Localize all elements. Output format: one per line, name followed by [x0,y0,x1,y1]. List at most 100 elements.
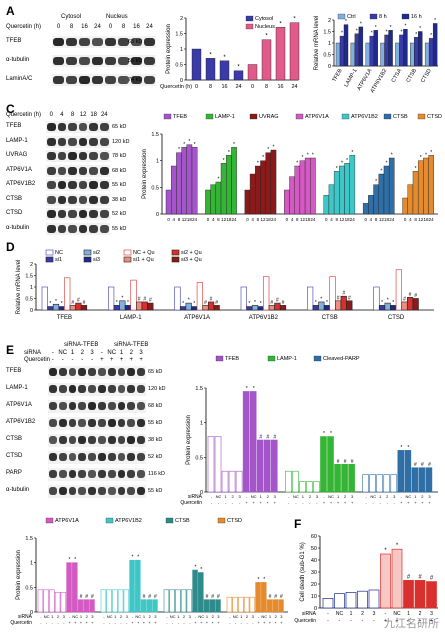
legend-atp6v1b2-label: ATP6V1B2 [115,518,142,524]
blot-band [127,436,136,444]
bar-lamp-1 [226,155,232,215]
blot-band [68,368,77,376]
x-tick-label: 16 [277,84,283,90]
cytosol-header: Cytosol [61,14,82,20]
x-tick-label: 0 [195,84,198,90]
x-tick-label: CTSA [391,68,404,84]
quercetin-tick: - [126,620,128,625]
bar-ctsb [378,173,385,215]
significance-mark: * [396,543,399,549]
significance-mark: * [61,301,63,307]
bar-lamp-1 [231,147,237,215]
sirna-tick: 1 [337,494,340,499]
significance-star: * [341,161,343,167]
x-tick-label: 18 [345,217,351,222]
lane-label: 8 [121,24,126,30]
x-axis-label: Quercetin (h) [160,84,192,90]
sirna-tick: NC [44,614,50,619]
significance-star: * [415,166,417,172]
sirna-tick: 2 [421,494,424,499]
blot-label-tubulin: α-tubulin [6,57,30,63]
blot-band [68,402,77,410]
bar-ctrl [365,42,370,67]
sirna-tick: 3 [316,494,319,499]
blot-band [98,402,106,410]
sirna-tick: 1 [80,614,83,619]
blot-band [57,210,67,218]
significance-mark: # [274,594,277,600]
sirna-tick: NC [251,494,257,499]
blot-band [137,385,145,393]
bar-16-h [403,29,408,67]
legend-atp6v1a-swatch [295,113,304,120]
blot-band [98,436,106,444]
significance-mark: * [121,295,123,301]
blot-band [89,166,98,175]
significance-star: * [223,55,226,61]
blot-strip-tfeb [46,121,110,133]
lane-label: 18 [90,112,98,118]
blot-band [68,166,77,175]
y-axis-label: Cell death (sub-G1 %) [300,542,306,601]
blot-band [100,123,109,131]
sirna-tick: 3 [126,614,129,619]
blot-kd-ctsb: 38 kD [112,196,127,203]
quercetin-tick: - [327,618,329,624]
bar-nc-qu [263,276,270,311]
significance-mark: # [414,462,417,468]
blot-label-lamp-1: LAMP-1 [6,137,28,144]
blot-band [105,57,116,65]
significance-mark: * [127,300,129,306]
legend-nucleus-label: Nucleus [255,24,275,30]
significance-mark: * [116,300,118,306]
x-tick-label: TFEB [332,68,344,83]
blot-label-ctsd: CTSD [6,210,23,216]
quercetin-tick: - [295,500,297,505]
x-tick-label: 18 [226,217,232,222]
significance-star: * [194,142,196,148]
quercetin-tick: - [288,500,290,505]
bar-8-h [384,34,389,67]
blot-band [53,76,64,84]
legend-uvrag-label: UVRAG [259,114,279,120]
bar-si1-qu [202,305,209,311]
legend-si1-qu-swatch [123,256,132,263]
lane-label: 0 [108,24,113,30]
bar-lamp-1 [313,481,320,493]
blot-band [49,385,57,393]
quercetin-tick: - [316,500,318,505]
panel-e-blot: siRNA-TFEB siRNA-TFEB siRNA Quercetin -N… [6,342,166,507]
bar-ctsd [417,160,424,215]
significance-star: * [188,139,190,145]
quercetin-tick: + [384,618,387,624]
blot-band [57,181,67,189]
blot-band [107,419,116,427]
blot-band [53,57,64,65]
quercetin-lane-label: - [91,357,94,363]
legend-atp6v1b2-label: ATP6V1B2 [351,114,378,120]
x-tick-label: 0 [404,217,407,222]
quercetin-tick: + [419,618,422,624]
significance-mark: # [149,298,152,304]
blot-strip-ctsb [46,193,110,206]
x-tick-label: 12 [261,217,267,222]
y-tick-label: 1 [200,421,203,427]
significance-star: * [302,155,304,161]
quercetin-lane-label: + [119,357,124,363]
quercetin-tick: - [183,620,185,625]
bar-atp6v1b2 [152,599,158,613]
legend-atp6v1a-label: ATP6V1A [305,114,329,120]
blot-band [66,38,77,46]
bar-16-h [388,30,393,67]
legend-atp6v1a-label: ATP6V1A [55,518,79,524]
significance-mark: * [407,445,409,451]
x-tick-label: 0 [286,217,289,222]
blot-band [137,487,145,495]
blot-band [89,152,98,160]
legend-si3-swatch [83,256,92,263]
blot-band [127,368,136,376]
x-tick-label: LAMP-1 [120,315,142,321]
sirna-tick: 1 [51,614,54,619]
significance-mark: * [195,565,197,571]
